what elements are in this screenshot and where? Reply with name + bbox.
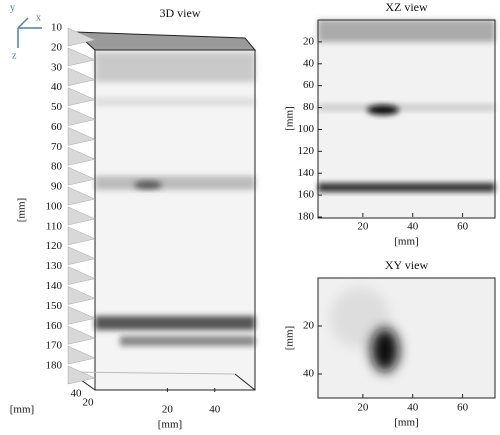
y-tick-label: 110 bbox=[46, 220, 63, 232]
slice-tick bbox=[67, 186, 96, 206]
chart-title: 3D view bbox=[160, 6, 201, 20]
y-tick-label: 10 bbox=[51, 22, 63, 34]
y-tick-label: 90 bbox=[51, 181, 63, 193]
x-tick-label: 20 bbox=[357, 221, 369, 233]
slice-tick bbox=[67, 67, 96, 87]
y-axis-label: [mm] bbox=[16, 198, 28, 222]
x-axis-label: [mm] bbox=[394, 417, 418, 429]
slice-tick bbox=[67, 305, 96, 325]
y-tick-label: 80 bbox=[51, 161, 63, 173]
x-tick-label: 20 bbox=[357, 402, 369, 414]
axis-icon-label: y bbox=[10, 2, 15, 13]
x-tick-label: 40 bbox=[407, 402, 419, 414]
y-tick-label: 160 bbox=[298, 189, 315, 201]
slice-tick bbox=[67, 27, 96, 47]
slice-tick bbox=[67, 226, 96, 246]
y-tick-label: 160 bbox=[46, 320, 63, 332]
y-tick-label: 50 bbox=[51, 101, 63, 113]
y-tick-label: 130 bbox=[46, 260, 63, 272]
y-tick-label: 180 bbox=[298, 211, 315, 223]
y-tick-label: 30 bbox=[51, 61, 63, 73]
y-tick-label: 120 bbox=[46, 240, 63, 252]
x-axis-label: [mm] bbox=[394, 236, 418, 248]
y-axis-label: [mm] bbox=[284, 326, 296, 350]
slice-tick bbox=[67, 166, 96, 186]
y-tick-label: 80 bbox=[303, 101, 315, 113]
y-tick-label: 40 bbox=[303, 57, 315, 69]
z-tick-label: 40 bbox=[71, 388, 83, 400]
y-tick-label: 40 bbox=[51, 81, 63, 93]
axis-icon-label: x bbox=[36, 12, 41, 23]
x-tick-label: 40 bbox=[209, 404, 221, 416]
slice-tick bbox=[67, 266, 96, 285]
y-tick-label: 150 bbox=[46, 300, 63, 312]
xy-image bbox=[317, 277, 496, 399]
slice-tick bbox=[67, 146, 96, 166]
slice-tick bbox=[67, 107, 96, 126]
axis-icon-label: z bbox=[12, 50, 17, 61]
x-tick-label: 60 bbox=[457, 221, 469, 233]
volume-render bbox=[69, 31, 257, 391]
y-tick-label: 170 bbox=[46, 340, 63, 352]
slice-tick bbox=[67, 206, 96, 226]
z-axis-label: [mm] bbox=[10, 404, 34, 416]
y-tick-label: 140 bbox=[298, 167, 315, 179]
xz-image bbox=[317, 19, 496, 219]
slice-tick bbox=[67, 325, 96, 345]
y-tick-label: 180 bbox=[46, 360, 63, 372]
y-tick-label: 140 bbox=[46, 280, 63, 292]
slice-tick bbox=[67, 345, 96, 365]
y-tick-label: 100 bbox=[298, 123, 315, 135]
slice-tick bbox=[67, 246, 96, 266]
slice-tick bbox=[67, 87, 96, 106]
y-tick-label: 20 bbox=[303, 320, 315, 332]
y-tick-label: 120 bbox=[298, 145, 315, 157]
chart-title: XY view bbox=[385, 258, 429, 272]
y-tick-label: 60 bbox=[303, 79, 315, 91]
y-tick-label: 40 bbox=[303, 368, 315, 380]
x-tick-label: 60 bbox=[457, 402, 469, 414]
slice-tick bbox=[67, 47, 96, 67]
slice-tick bbox=[67, 286, 96, 305]
y-tick-label: 20 bbox=[51, 41, 63, 53]
axis-icon bbox=[17, 17, 42, 48]
y-tick-label: 100 bbox=[46, 200, 63, 212]
x-tick-label: 40 bbox=[407, 221, 419, 233]
y-axis-label: [mm] bbox=[284, 106, 296, 130]
chart-title: XZ view bbox=[385, 0, 428, 14]
slice-tick bbox=[67, 127, 96, 146]
y-tick-label: 60 bbox=[51, 121, 63, 133]
y-tick-label: 70 bbox=[51, 141, 63, 153]
x-axis-label: [mm] bbox=[158, 419, 182, 431]
x-tick-label: 20 bbox=[162, 404, 174, 416]
y-tick-label: 20 bbox=[303, 35, 315, 47]
z-tick-label: 20 bbox=[83, 397, 95, 409]
slice-tick bbox=[67, 365, 96, 385]
